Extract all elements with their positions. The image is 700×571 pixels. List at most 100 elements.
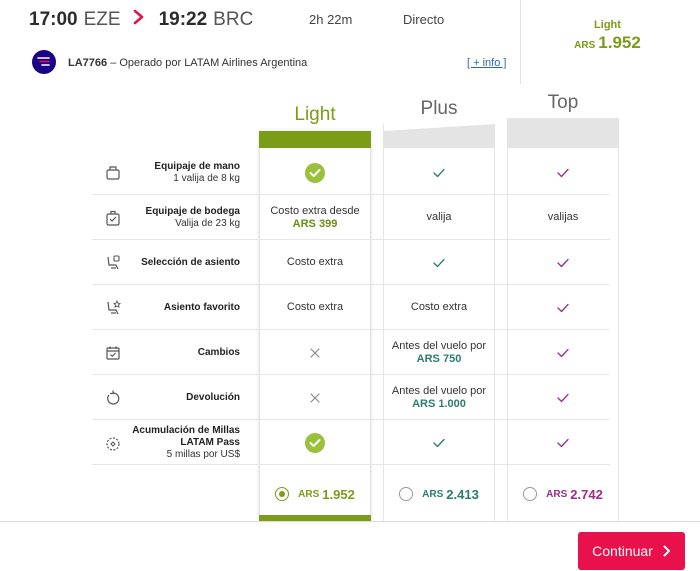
header-divider: [520, 0, 521, 84]
row-label-main: Equipaje de mano: [154, 160, 240, 172]
selected-fare-summary: Light ARS 1.952: [540, 19, 675, 53]
fare-column-light-bar: [259, 131, 371, 148]
cell-text: Antes del vuelo por: [391, 384, 487, 397]
row-label-main: Asiento favorito: [163, 301, 240, 313]
depart-airport: EZE: [83, 9, 121, 30]
flight-times: 17:00 EZE 19:22 BRC: [29, 8, 253, 32]
fare-radio-plus[interactable]: [399, 487, 414, 501]
cell-top: [507, 375, 619, 420]
cell-plus: [383, 240, 495, 285]
chevron-right-icon: [663, 545, 671, 557]
table-row: Equipaje de mano 1 valija de 8 kg: [92, 150, 610, 195]
continue-button-label: Continuar: [592, 543, 653, 559]
calendar-icon: [106, 346, 120, 360]
cell-top: [507, 285, 619, 330]
row-label: Equipaje de mano 1 valija de 8 kg: [132, 161, 240, 185]
check-icon: [557, 348, 569, 357]
fare-title-light[interactable]: Light: [294, 104, 336, 125]
row-label-main: Equipaje de bodega: [145, 205, 240, 217]
row-divider: [92, 419, 610, 420]
row-divider: [92, 194, 610, 195]
fare-radio-top[interactable]: [523, 487, 538, 501]
check-circle-icon: [305, 162, 325, 183]
cell-light: [259, 420, 371, 465]
arrive-airport: BRC: [213, 9, 254, 30]
fare-amount-plus: 2.413: [446, 486, 479, 502]
footer-divider: [0, 521, 700, 522]
row-label-main: Acumulación de Millas LATAM Pass: [132, 424, 240, 448]
row-label: Asiento favorito: [132, 302, 240, 314]
row-label: Acumulación de Millas LATAM Pass 5 millas…: [132, 425, 240, 461]
check-icon: [433, 168, 445, 177]
row-label: Cambios: [132, 347, 240, 359]
fare-column-light[interactable]: [259, 131, 371, 521]
row-label-sub: Valija de 23 kg: [175, 217, 240, 229]
operator-text: – Operado por LATAM Airlines Argentina: [107, 57, 308, 69]
fare-option-light[interactable]: ARS 1.952: [259, 478, 371, 510]
cell-amount: ARS 750: [416, 352, 462, 365]
cross-icon: [310, 392, 320, 403]
latam-logo-icon: [32, 50, 56, 74]
cell-text: Costo extra: [286, 301, 344, 313]
check-icon: [433, 258, 445, 267]
fare-currency-plus: ARS: [422, 488, 444, 500]
fare-title-plus[interactable]: Plus: [420, 98, 458, 119]
continue-button[interactable]: Continuar: [578, 532, 685, 570]
cell-top: [507, 420, 619, 465]
fare-option-plus[interactable]: ARS 2.413: [383, 478, 495, 510]
cell-plus: [383, 420, 495, 465]
selected-fare-amount: 1.952: [598, 33, 641, 52]
row-label: Selección de asiento: [132, 257, 240, 269]
chevron-right-icon: [133, 8, 147, 26]
fare-column-top[interactable]: [507, 118, 619, 521]
table-row: Acumulación de Millas LATAM Pass 5 millas…: [92, 420, 610, 465]
fare-option-top[interactable]: ARS 2.742: [507, 478, 619, 510]
check-icon: [557, 303, 569, 312]
row-label-sub: 5 millas por US$: [166, 448, 240, 460]
cell-light: Costo extra: [259, 240, 371, 285]
cell-light: Costo extra desde ARS 399: [259, 195, 371, 240]
checked-bag-icon: [106, 210, 120, 226]
cell-amount: ARS 1.000: [412, 397, 466, 410]
fare-column-plus[interactable]: [383, 124, 495, 521]
cell-text: Costo extra: [410, 301, 468, 313]
check-icon: [557, 438, 569, 447]
fare-currency-top: ARS: [546, 488, 568, 500]
check-icon: [557, 258, 569, 267]
fare-currency-light: ARS: [298, 488, 320, 500]
row-divider: [92, 464, 610, 465]
cell-text: Costo extra: [286, 256, 344, 268]
selected-fare-currency: ARS: [574, 40, 596, 51]
row-label-sub: 1 valija de 8 kg: [173, 172, 240, 184]
fare-title-top[interactable]: Top: [547, 92, 579, 113]
cross-icon: [310, 347, 320, 358]
check-icon: [433, 438, 445, 447]
cell-light: [259, 150, 371, 195]
cell-plus: Costo extra: [383, 285, 495, 330]
table-row: Equipaje de bodega Valija de 23 kg Costo e…: [92, 195, 610, 240]
check-icon: [557, 393, 569, 402]
fare-column-light-bottom-bar: [259, 515, 371, 521]
cell-top: [507, 150, 619, 195]
row-label: Devolución: [132, 392, 240, 404]
fare-column-top-cap: [507, 118, 619, 148]
cell-top: [507, 240, 619, 285]
cell-plus: [383, 150, 495, 195]
table-row: Devolución Antes del vuelo por ARS 1.000: [92, 375, 610, 420]
row-divider: [92, 239, 610, 240]
arrive-time: 19:22: [158, 9, 208, 30]
row-divider: [92, 284, 610, 285]
cell-light: [259, 375, 371, 420]
fare-radio-light[interactable]: [275, 487, 290, 501]
cell-text: valijas: [547, 211, 579, 223]
depart-time: 17:00: [29, 9, 78, 30]
cell-text: valija: [426, 211, 452, 223]
row-label: Equipaje de bodega Valija de 23 kg: [132, 206, 240, 230]
more-info-link[interactable]: [ + info ]: [467, 57, 507, 69]
seat-icon: [107, 254, 120, 269]
cell-top: valijas: [507, 195, 619, 240]
row-label-main: Devolución: [186, 391, 240, 403]
flight-duration: 2h 22m: [309, 12, 353, 27]
cell-top: [507, 330, 619, 375]
carry-on-bag-icon: [106, 165, 120, 180]
